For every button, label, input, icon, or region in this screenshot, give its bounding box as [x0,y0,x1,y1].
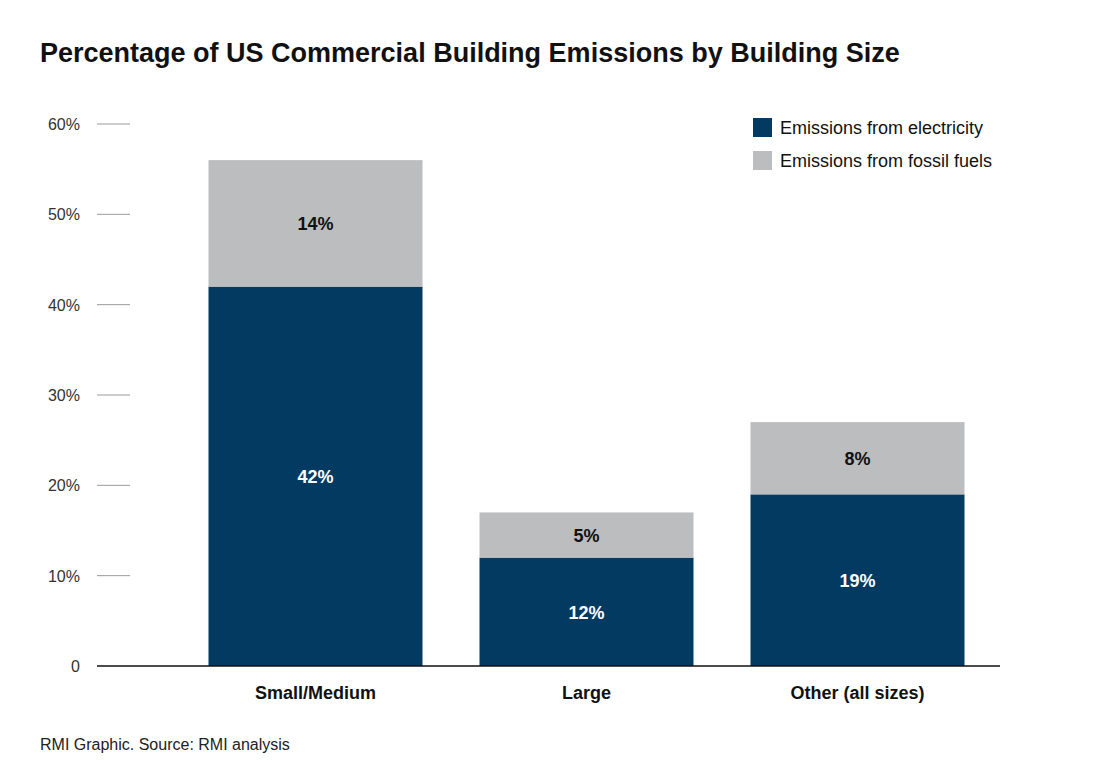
y-tick-label: 60% [48,116,80,133]
y-tick-label: 30% [48,387,80,404]
bar-segment [751,422,965,494]
bar-segment [751,494,965,666]
y-tick-label: 50% [48,206,80,223]
title: Percentage of US Commercial Building Emi… [40,38,900,68]
y-tick [97,485,130,486]
y-tick [97,124,130,125]
bar-segment [480,512,694,557]
bar-segment [209,160,423,286]
legend-label: Emissions from fossil fuels [780,151,992,171]
source: RMI Graphic. Source: RMI analysis [40,736,290,753]
data-label: 19% [839,571,875,591]
y-axis-line [97,124,98,666]
y-tick [97,214,130,215]
data-label: 5% [573,526,599,546]
data-label: 12% [568,603,604,623]
y-tick-label: 10% [48,568,80,585]
legend-label: Emissions from electricity [780,118,983,138]
y-tick-label: 40% [48,297,80,314]
data-label: 42% [297,467,333,487]
bar-segment [209,287,423,666]
chart-svg: Percentage of US Commercial Building Emi… [0,0,1107,781]
y-tick-label: 20% [48,477,80,494]
x-tick-label: Large [562,683,611,703]
bars [209,160,965,666]
data-label: 8% [844,449,870,469]
y-tick [97,304,130,305]
y-tick [97,395,130,396]
x-tick-label: Small/Medium [255,683,376,703]
bar-segment [480,558,694,666]
x-tick-label: Other (all sizes) [790,683,924,703]
legend-swatch [753,118,772,137]
chart-root: Percentage of US Commercial Building Emi… [0,0,1107,781]
x-axis-line [97,665,1000,667]
y-tick-label: 0 [71,658,80,675]
data-label: 14% [297,214,333,234]
legend-swatch [753,151,772,170]
y-tick [97,575,130,576]
